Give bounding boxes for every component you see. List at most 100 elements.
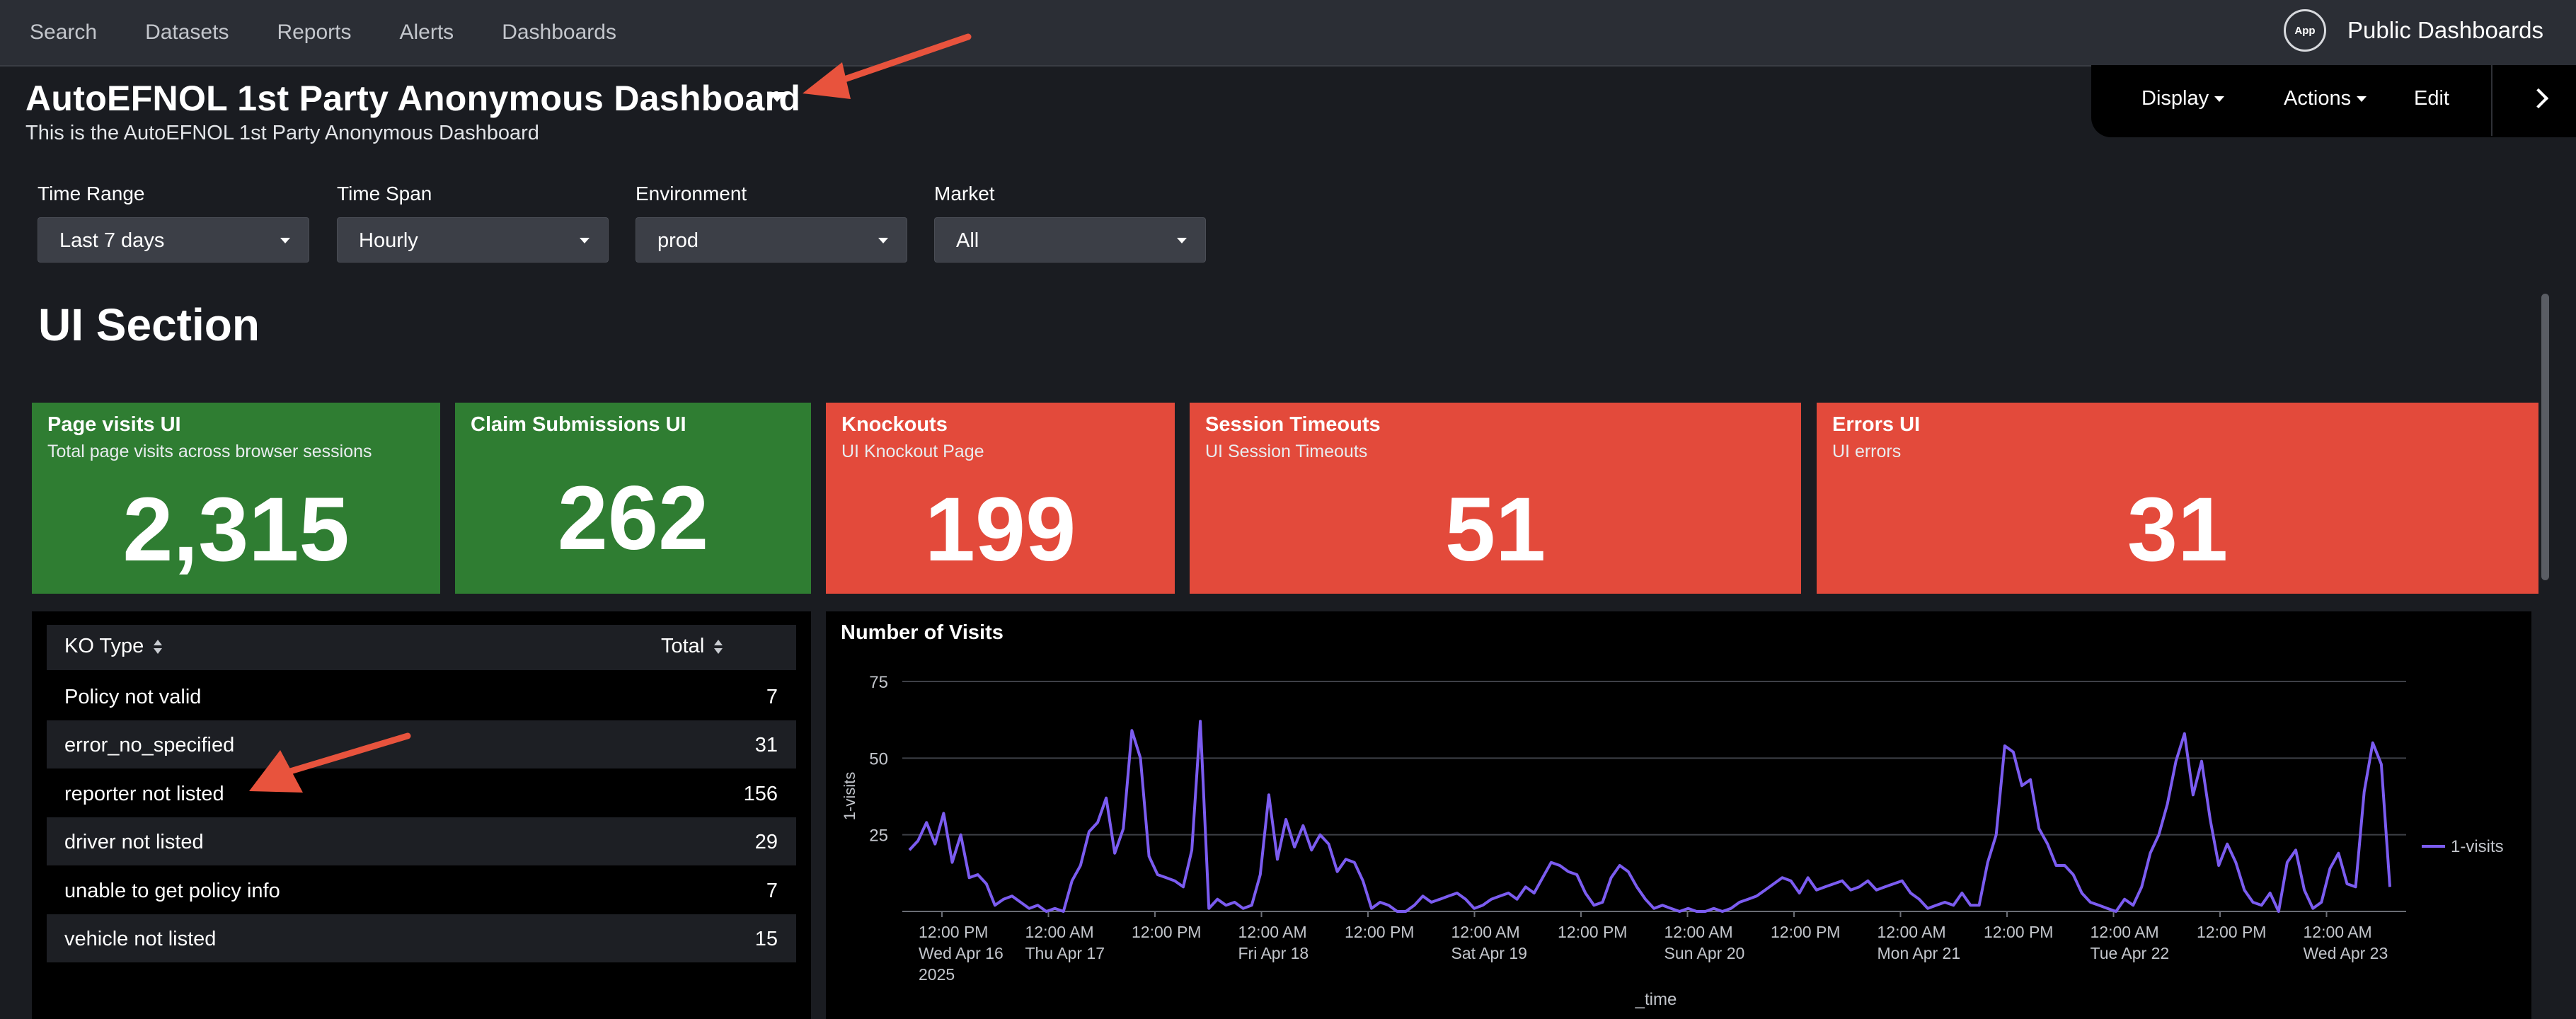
chart-title: Number of Visits [841,621,1004,644]
nav-datasets[interactable]: Datasets [145,21,229,44]
x-tick-label: Sun Apr 20 [1664,944,1745,962]
top-navigation-bar: Search Datasets Reports Alerts Dashboard… [0,0,2576,67]
market-label: Market [934,183,995,205]
sort-icon [714,638,723,656]
chevron-down-icon [280,238,290,243]
app-icon[interactable]: App [2284,9,2326,52]
table-row[interactable]: driver not listed 29 [47,817,796,865]
ko-type-cell: error_no_specified [64,734,235,756]
ko-type-cell: vehicle not listed [64,928,217,950]
total-cell: 156 [743,783,778,805]
column-header-total[interactable]: Total [661,635,723,658]
x-tick-label: 12:00 PM [1771,923,1840,941]
actions-menu-button[interactable]: Actions [2284,87,2367,110]
tile-subtitle: UI Knockout Page [841,442,984,461]
dashboard-action-bar [2091,65,2576,137]
series-line-1-visits [908,720,2391,913]
time-span-dropdown[interactable]: Hourly [337,217,609,263]
total-cell: 31 [754,734,778,756]
total-cell: 7 [766,686,778,708]
x-tick-label: 12:00 PM [1558,923,1627,941]
x-tick-label: 12:00 AM [1664,923,1733,941]
table-row[interactable]: reporter not listed 156 [47,769,796,817]
time-range-label: Time Range [38,183,145,205]
action-divider [2491,65,2492,136]
table-row[interactable]: Policy not valid 7 [47,672,796,720]
tile-value: 262 [557,468,709,569]
y-tick-label: 50 [869,749,888,768]
visits-line-chart[interactable]: 25 50 75 1-visits 12:00 PM Wed Apr 16 2025 12:0… [828,616,2526,1019]
nav-search[interactable]: Search [30,21,98,44]
ko-type-cell: unable to get policy info [64,880,280,902]
ko-type-cell: driver not listed [64,831,204,853]
y-tick-label: 25 [869,827,888,846]
x-axis-label: _time [1635,990,1677,1009]
time-span-value: Hourly [359,229,418,252]
y-tick-label: 75 [869,673,888,692]
x-tick-label: Thu Apr 17 [1025,944,1105,962]
chevron-down-icon [1177,238,1187,243]
dashboard-description: This is the AutoEFNOL 1st Party Anonymou… [25,122,539,144]
display-menu-button[interactable]: Display [2141,87,2225,110]
x-tick-label: Mon Apr 21 [1878,944,1961,962]
table-header: KO Type Total [47,625,796,670]
environment-dropdown[interactable]: prod [636,217,907,263]
tile-title: Claim Submissions UI [471,413,686,436]
table-row[interactable]: error_no_specified 31 [47,720,796,768]
x-tick-label: 2025 [919,965,955,984]
nav-alerts[interactable]: Alerts [399,21,454,44]
tile-errors-ui[interactable]: Errors UI UI errors 31 [1817,403,2538,594]
tile-claim-submissions[interactable]: Claim Submissions UI 262 [455,403,811,594]
actions-caret-icon [2357,96,2367,103]
x-tick-label: Wed Apr 16 [919,944,1004,962]
tile-knockouts[interactable]: Knockouts UI Knockout Page 199 [826,403,1175,594]
tile-value: 2,315 [122,479,350,580]
x-tick-label: 12:00 AM [1025,923,1094,941]
x-tick-label: 12:00 PM [1984,923,2053,941]
tile-page-visits[interactable]: Page visits UI Total page visits across … [32,403,440,594]
y-axis-label: 1-visits [841,772,858,820]
nav-reports[interactable]: Reports [277,21,352,44]
x-tick-label: Sat Apr 19 [1451,944,1527,962]
tile-subtitle: Total page visits across browser session… [47,442,372,461]
chevron-down-icon [878,238,888,243]
x-tick-label: 12:00 PM [2197,923,2266,941]
table-row[interactable]: vehicle not listed 15 [47,914,796,962]
title-dropdown-caret-icon[interactable] [769,92,786,102]
column-header-label: Total [661,635,705,657]
chevron-down-icon [580,238,590,243]
x-tick-label: Tue Apr 22 [2091,944,2170,962]
section-title: UI Section [38,299,260,350]
nav-dashboards[interactable]: Dashboards [502,21,616,44]
time-range-value: Last 7 days [59,229,165,252]
legend-label: 1-visits [2451,837,2504,856]
environment-label: Environment [636,183,747,205]
x-tick-label: 12:00 AM [1238,923,1307,941]
x-tick-label: 12:00 AM [2091,923,2159,941]
table-row[interactable]: unable to get policy info 7 [47,866,796,914]
ko-type-cell: reporter not listed [64,783,224,805]
x-tick-label: 12:00 PM [1132,923,1201,941]
total-cell: 29 [754,831,778,853]
tile-value: 31 [2127,479,2229,580]
tile-value: 199 [924,479,1076,580]
environment-value: prod [657,229,699,252]
tile-title: Errors UI [1832,413,1921,436]
tile-subtitle: UI Session Timeouts [1205,442,1368,461]
market-value: All [956,229,979,252]
tile-title: Page visits UI [47,413,181,436]
market-dropdown[interactable]: All [934,217,1206,263]
actions-label: Actions [2284,87,2352,110]
main-nav: Search Datasets Reports Alerts Dashboard… [30,0,665,65]
page-scrollbar-thumb[interactable] [2541,294,2549,580]
column-header-ko-type[interactable]: KO Type [64,635,163,658]
tile-session-timeouts[interactable]: Session Timeouts UI Session Timeouts 51 [1190,403,1801,594]
edit-button[interactable]: Edit [2414,87,2449,110]
tile-title: Knockouts [841,413,948,436]
x-tick-label: Wed Apr 23 [2304,944,2388,962]
dashboard-title: AutoEFNOL 1st Party Anonymous Dashboard [25,79,801,118]
app-name[interactable]: Public Dashboards [2347,17,2543,43]
time-range-dropdown[interactable]: Last 7 days [38,217,309,263]
x-tick-label: 12:00 AM [1878,923,1946,941]
tile-subtitle: UI errors [1832,442,1902,461]
